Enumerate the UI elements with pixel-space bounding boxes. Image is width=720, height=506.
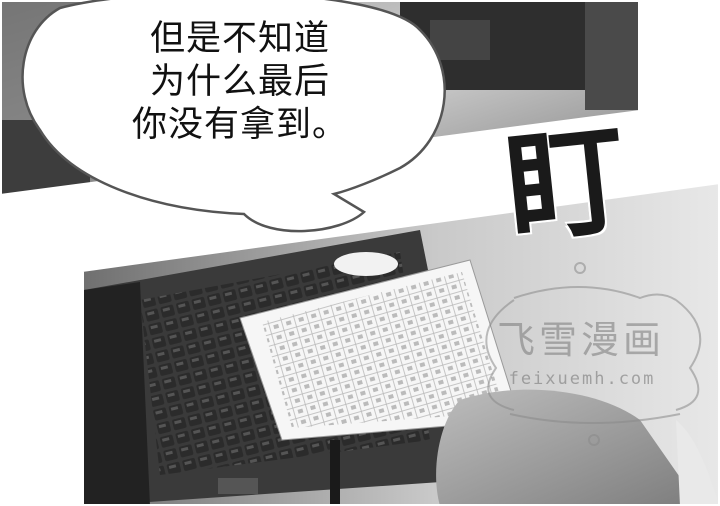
bottom-panel: [82, 182, 720, 506]
speech-line: 你没有拿到。: [131, 105, 348, 145]
watermark-ornament: [485, 262, 702, 446]
watermark-url: feixuemh.com: [508, 369, 656, 389]
light-spot: [334, 252, 398, 276]
speech-line: 为什么最后: [149, 62, 330, 102]
speech-line: 但是不知道: [149, 19, 330, 59]
top-panel-border: [0, 0, 642, 199]
watermark-title: 飞雪漫画: [496, 318, 665, 362]
speech-text: 但是不知道 为什么最后 你没有拿到。: [110, 18, 370, 147]
bottom-panel-border: [80, 179, 720, 506]
sound-effect: 盯: [498, 111, 619, 262]
speech-balloon: [21, 0, 446, 233]
